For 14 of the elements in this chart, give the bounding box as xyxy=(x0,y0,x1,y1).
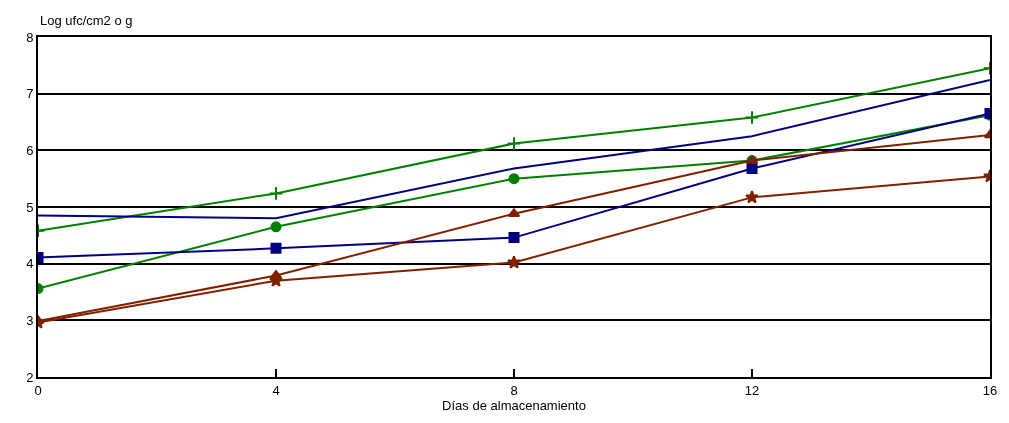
y-tick-label: 4 xyxy=(26,256,34,272)
x-tick-label: 0 xyxy=(34,382,42,398)
y-axis-title: Log ufc/cm2 o g xyxy=(40,13,133,28)
x-tick-label: 12 xyxy=(744,382,760,398)
y-tick-label: 2 xyxy=(26,369,34,385)
y-tick-label: 3 xyxy=(26,312,34,328)
y-tick-label: 5 xyxy=(26,199,34,215)
x-tick-label: 16 xyxy=(982,382,998,398)
y-tick-label: 8 xyxy=(26,29,34,45)
x-tick-label: 8 xyxy=(510,382,518,398)
x-axis-title: Días de almacenamiento xyxy=(442,397,586,413)
y-tick-label: 6 xyxy=(26,142,34,158)
y-tick-label: 7 xyxy=(26,86,34,102)
x-tick-label: 4 xyxy=(272,382,280,398)
